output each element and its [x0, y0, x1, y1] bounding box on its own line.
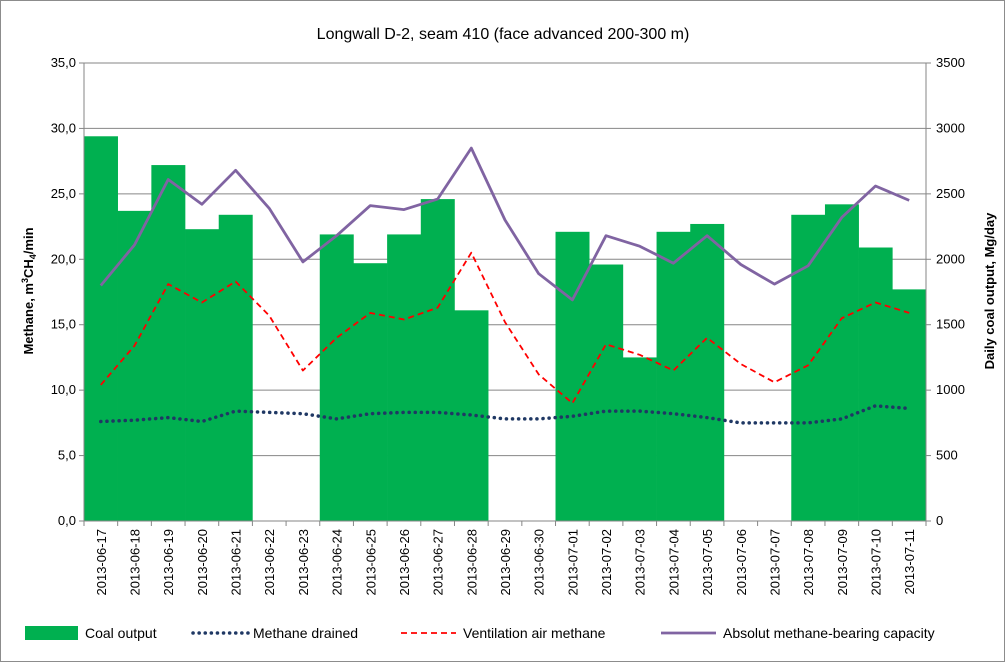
left-axis-title-superscript: 3	[20, 278, 30, 283]
x-tick-label: 2013-06-20	[195, 529, 210, 596]
left-tick-label: 20,0	[51, 251, 76, 266]
legend-swatch-coal-output	[25, 626, 78, 640]
ventilation-air-methane-line	[100, 251, 910, 405]
x-tick-label: 2013-06-25	[363, 529, 378, 596]
x-tick-label: 2013-07-09	[835, 529, 850, 596]
coal-output-bar	[319, 234, 354, 521]
left-axis-title: Methane, m3CH4/min	[20, 227, 38, 354]
x-tick-label: 2013-06-19	[161, 529, 176, 596]
methane-drained-line	[99, 404, 911, 425]
coal-output-bar	[622, 357, 657, 521]
x-tick-label: 2013-06-28	[464, 529, 479, 596]
x-tick-label: 2013-07-02	[599, 529, 614, 596]
left-axis-title-part: Methane, m	[21, 283, 36, 355]
x-tick-label: 2013-06-24	[330, 529, 345, 596]
right-tick-label: 0	[936, 513, 943, 528]
right-tick-label: 2500	[936, 186, 965, 201]
coal-output-bar	[420, 199, 455, 521]
legend-label: Absolut methane-bearing capacity	[723, 625, 935, 641]
x-tick-label: 2013-06-23	[296, 529, 311, 596]
legend-item: Coal output	[25, 625, 157, 641]
left-axis-title-part: CH	[21, 259, 36, 278]
x-tick-label: 2013-07-08	[801, 529, 816, 596]
bar-series	[84, 136, 927, 521]
left-tick-label: 15,0	[51, 317, 76, 332]
legend-label: Coal output	[85, 625, 157, 641]
coal-output-bar	[218, 214, 253, 521]
x-tick-label: 2013-06-17	[94, 529, 109, 596]
right-tick-label: 2000	[936, 251, 965, 266]
x-tick-label: 2013-06-30	[532, 529, 547, 596]
x-tick-label: 2013-07-05	[700, 529, 715, 596]
right-tick-label: 1000	[936, 382, 965, 397]
left-tick-label: 25,0	[51, 186, 76, 201]
line-series	[99, 146, 911, 425]
coal-output-bar	[791, 214, 826, 521]
x-tick-label: 2013-07-01	[565, 529, 580, 596]
legend-label: Methane drained	[253, 625, 358, 641]
absolut-methane-capacity-line	[99, 146, 910, 302]
x-tick-label: 2013-06-26	[397, 529, 412, 596]
x-tick-label: 2013-06-27	[431, 529, 446, 596]
coal-output-bar	[858, 247, 893, 521]
right-tick-label: 1500	[936, 317, 965, 332]
x-tick-label: 2013-07-04	[666, 529, 681, 596]
left-tick-label: 30,0	[51, 120, 76, 135]
coal-output-bar	[185, 229, 220, 521]
x-tick-label: 2013-07-03	[633, 529, 648, 596]
left-axis-ticks: 0,0 5,0 10,0 15,0 20,0 25,0 30,0 35,0	[51, 55, 84, 528]
left-tick-label: 5,0	[58, 448, 76, 463]
coal-output-bar	[117, 210, 152, 521]
legend-item: Ventilation air methane	[401, 625, 606, 641]
x-tick-label: 2013-07-06	[734, 529, 749, 596]
legend: Coal output Methane drained Ventilation ai…	[25, 625, 935, 641]
coal-output-bar	[387, 234, 422, 521]
left-tick-label: 0,0	[58, 513, 76, 528]
x-tick-label: 2013-07-07	[767, 529, 782, 596]
left-tick-label: 10,0	[51, 382, 76, 397]
coal-output-bar	[892, 289, 927, 521]
x-tick-label: 2013-06-21	[229, 529, 244, 596]
right-tick-label: 500	[936, 448, 958, 463]
axes	[83, 63, 927, 522]
left-axis-title-subscript: 4	[28, 254, 38, 259]
chart-title: Longwall D-2, seam 410 (face advanced 20…	[317, 26, 690, 43]
coal-output-bar	[151, 165, 186, 521]
x-tick-label: 2013-07-11	[902, 529, 917, 595]
left-axis-title-part: /min	[21, 227, 36, 254]
x-tick-label: 2013-07-10	[869, 529, 884, 596]
coal-output-bar	[84, 136, 118, 521]
left-tick-label: 35,0	[51, 55, 76, 70]
coal-output-bar	[824, 204, 859, 521]
right-axis-ticks: 0 500 1000 1500 2000 2500 3000 3500	[926, 55, 965, 528]
x-tick-label: 2013-06-18	[128, 529, 143, 596]
coal-output-bar	[353, 263, 388, 521]
coal-output-bar	[690, 223, 725, 521]
coal-output-bar	[589, 264, 624, 521]
right-tick-label: 3000	[936, 120, 965, 135]
x-axis-ticks: 2013-06-17 2013-06-18 2013-06-19 2013-06-20…	[83, 521, 927, 596]
right-tick-label: 3500	[936, 55, 965, 70]
legend-item: Absolut methane-bearing capacity	[661, 625, 935, 641]
legend-item: Methane drained	[191, 625, 358, 641]
x-tick-label: 2013-06-22	[262, 529, 277, 596]
coal-output-bar	[656, 231, 691, 521]
right-axis-title: Daily coal output, Mg/day	[982, 212, 997, 370]
legend-label: Ventilation air methane	[463, 625, 606, 641]
x-tick-label: 2013-06-29	[498, 529, 513, 596]
